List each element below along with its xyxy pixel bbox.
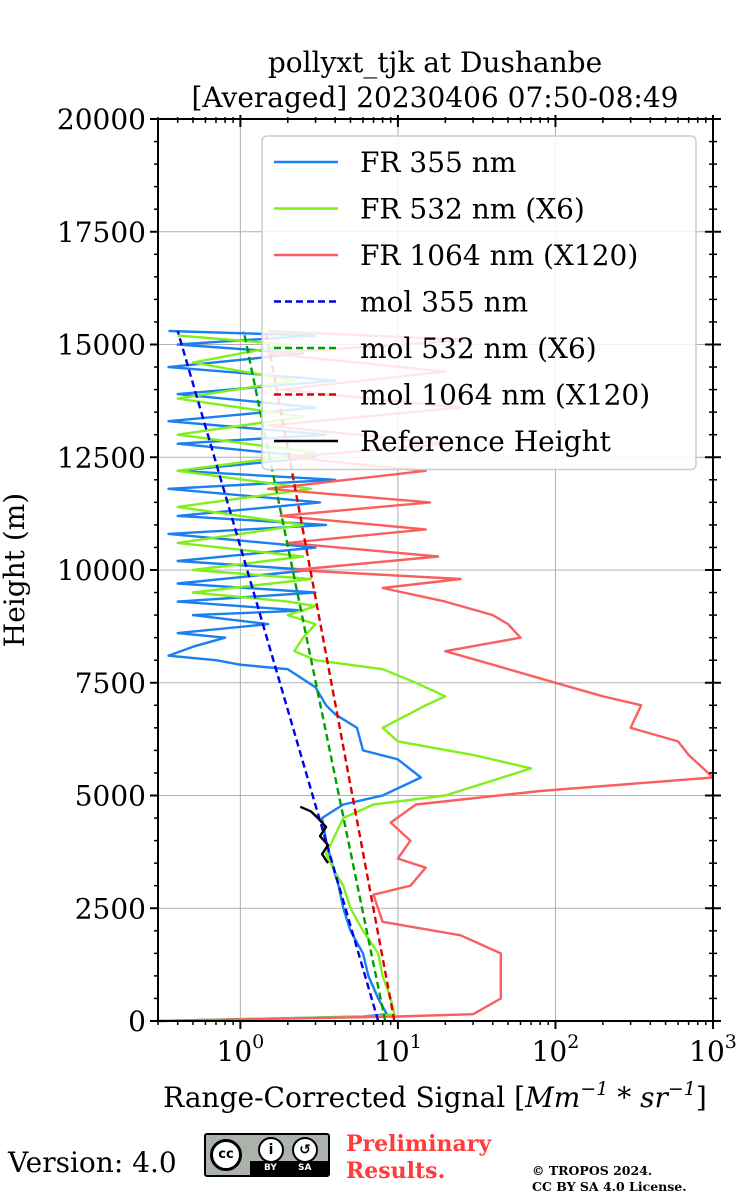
cc-license-badge[interactable]: cc i ↺ BY SA	[204, 1133, 330, 1177]
preliminary-line-2: Results.	[346, 1158, 446, 1184]
x-tick-label-2: 102	[532, 1031, 580, 1068]
preliminary-line-1: Preliminary	[346, 1131, 492, 1157]
x-tick-label-1: 101	[374, 1031, 422, 1068]
y-tick-label-1: 2500	[75, 892, 146, 925]
x-axis-label-exp1: −1	[580, 1078, 608, 1100]
legend-entry-2: FR 1064 nm (X120)	[360, 239, 638, 272]
y-tick-label-3: 7500	[75, 667, 146, 700]
y-tick-label-7: 17500	[57, 216, 146, 249]
cc-share-alike-icon: ↺	[292, 1137, 318, 1163]
x-axis-label-mid: *	[608, 1081, 640, 1114]
y-tick-label-5: 12500	[57, 441, 146, 474]
cc-badge-strip	[250, 1161, 328, 1175]
legend: FR 355 nm FR 532 nm (X6) FR 1064 nm (X120)…	[261, 135, 697, 471]
x-axis-label-end: ]	[696, 1081, 707, 1114]
series-line-6	[299, 805, 330, 864]
cc-sa-label: SA	[298, 1163, 312, 1173]
preliminary-results-notice: Preliminary Results.	[346, 1131, 491, 1185]
y-tick-label-4: 10000	[57, 554, 146, 587]
cc-icon: cc	[210, 1139, 242, 1171]
y-tick-label-6: 15000	[57, 329, 146, 362]
x-axis-label-unit2: sr	[640, 1081, 669, 1114]
y-tick-label-8: 20000	[57, 103, 146, 136]
legend-entry-4: mol 532 nm (X6)	[360, 332, 597, 365]
ticks: 0 2500 5000 7500 10000 12500 15000 17500 20000 10…	[57, 103, 737, 1068]
x-tick-label-0: 100	[217, 1031, 265, 1068]
chart-title-line-1: pollyxt_tjk at Dushanbe	[268, 46, 602, 79]
copyright-line-2: CC BY SA 4.0 License.	[532, 1179, 687, 1194]
copyright-notice: © TROPOS 2024. CC BY SA 4.0 License.	[532, 1163, 687, 1195]
y-tick-label-2: 5000	[75, 780, 146, 813]
cc-attribution-icon: i	[258, 1137, 284, 1163]
legend-entry-3: mol 355 nm	[360, 286, 528, 319]
y-axis-label: Height (m)	[0, 493, 31, 647]
legend-entry-0: FR 355 nm	[360, 146, 516, 179]
lidar-profile-chart: pollyxt_tjk at Dushanbe [Averaged] 20230…	[0, 46, 737, 1114]
legend-box	[261, 135, 697, 471]
cc-by-label: BY	[264, 1163, 277, 1173]
x-axis-label-main: Range-Corrected Signal [	[163, 1081, 525, 1114]
chart-title-line-2: [Averaged] 20230406 07:50-08:49	[192, 81, 679, 114]
legend-entry-6: Reference Height	[360, 425, 612, 458]
y-tick-label-0: 0	[128, 1005, 146, 1038]
version-label: Version: 4.0	[8, 1146, 177, 1179]
copyright-line-1: © TROPOS 2024.	[532, 1163, 653, 1178]
legend-entry-1: FR 532 nm (X6)	[360, 193, 585, 226]
x-axis-label-exp2: −1	[668, 1078, 696, 1100]
x-tick-label-3: 103	[689, 1031, 737, 1068]
x-axis-label-unit: Mm	[524, 1081, 580, 1114]
x-axis-label: Range-Corrected Signal [Mm−1 * sr−1]	[163, 1078, 707, 1114]
series-line-3	[176, 330, 380, 1022]
legend-entry-5: mol 1064 nm (X120)	[360, 379, 650, 412]
series-line-1	[157, 334, 533, 1023]
